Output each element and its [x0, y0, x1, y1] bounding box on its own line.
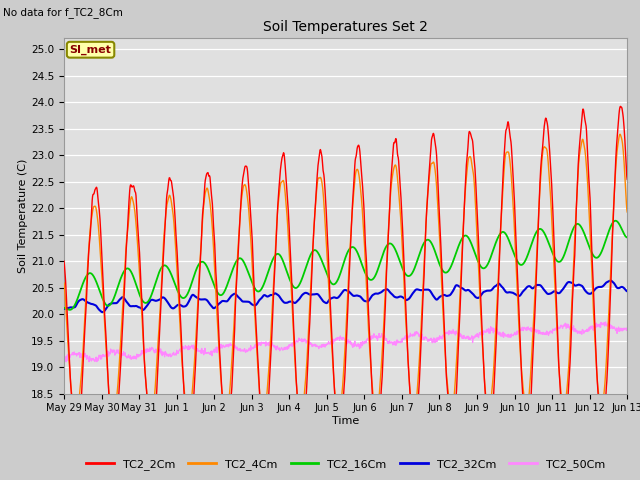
Legend: TC2_2Cm, TC2_4Cm, TC2_16Cm, TC2_32Cm, TC2_50Cm: TC2_2Cm, TC2_4Cm, TC2_16Cm, TC2_32Cm, TC…	[81, 454, 610, 474]
TC2_4Cm	[623, 209, 631, 215]
TC2_32Cm	[249, 302, 257, 308]
Line: TC2_4Cm: TC2_4Cm	[64, 134, 627, 420]
TC2_32Cm	[60, 306, 68, 312]
TC2_50Cm	[623, 325, 631, 331]
TC2_4Cm	[249, 271, 257, 276]
TC2_50Cm	[172, 350, 180, 356]
TC2_32Cm	[623, 288, 631, 294]
TC2_2Cm	[557, 394, 564, 400]
TC2_4Cm	[172, 250, 180, 256]
Line: TC2_16Cm: TC2_16Cm	[64, 221, 627, 310]
TC2_16Cm	[433, 255, 441, 261]
TC2_16Cm	[612, 218, 620, 224]
TC2_4Cm	[60, 280, 68, 286]
TC2_2Cm	[249, 247, 257, 252]
Text: No data for f_TC2_8Cm: No data for f_TC2_8Cm	[3, 7, 123, 18]
TC2_32Cm	[433, 297, 441, 302]
TC2_16Cm	[623, 235, 631, 240]
TC2_2Cm	[507, 139, 515, 145]
TC2_4Cm	[109, 418, 116, 423]
TC2_2Cm	[186, 425, 193, 431]
TC2_32Cm	[557, 289, 564, 295]
TC2_16Cm	[66, 307, 74, 312]
Line: TC2_50Cm: TC2_50Cm	[64, 322, 627, 362]
Text: SI_met: SI_met	[70, 45, 111, 55]
TC2_2Cm	[172, 231, 180, 237]
Line: TC2_32Cm: TC2_32Cm	[64, 280, 627, 312]
TC2_2Cm	[60, 258, 68, 264]
TC2_50Cm	[433, 336, 441, 342]
TC2_16Cm	[60, 305, 68, 311]
TC2_16Cm	[249, 281, 257, 287]
Title: Soil Temperatures Set 2: Soil Temperatures Set 2	[263, 21, 428, 35]
TC2_32Cm	[607, 277, 614, 283]
TC2_32Cm	[186, 297, 193, 303]
TC2_4Cm	[616, 132, 624, 137]
TC2_2Cm	[623, 177, 631, 182]
TC2_4Cm	[433, 196, 441, 202]
TC2_50Cm	[63, 359, 70, 365]
TC2_2Cm	[73, 441, 81, 446]
TC2_16Cm	[557, 258, 564, 264]
TC2_4Cm	[557, 386, 564, 392]
TC2_32Cm	[507, 289, 515, 295]
TC2_4Cm	[507, 169, 515, 175]
TC2_2Cm	[617, 104, 625, 109]
X-axis label: Time: Time	[332, 416, 359, 426]
TC2_50Cm	[602, 319, 609, 325]
TC2_50Cm	[60, 356, 68, 361]
TC2_4Cm	[186, 411, 193, 417]
TC2_50Cm	[557, 324, 564, 330]
TC2_50Cm	[507, 334, 515, 340]
Line: TC2_2Cm: TC2_2Cm	[64, 107, 627, 444]
TC2_2Cm	[433, 167, 441, 173]
TC2_16Cm	[172, 284, 180, 289]
TC2_16Cm	[186, 286, 193, 292]
TC2_32Cm	[172, 303, 180, 309]
Y-axis label: Soil Temperature (C): Soil Temperature (C)	[19, 159, 28, 273]
TC2_32Cm	[99, 309, 106, 315]
TC2_50Cm	[249, 345, 257, 350]
TC2_50Cm	[186, 344, 193, 349]
TC2_16Cm	[507, 243, 515, 249]
